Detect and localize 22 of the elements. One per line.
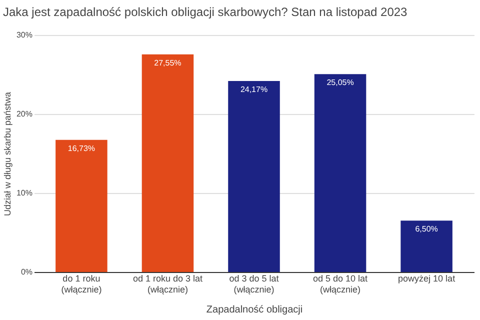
- x-tick-label: od 3 do 5 lat (włącznie): [229, 274, 280, 294]
- data-label: 27,55%: [154, 58, 182, 68]
- y-tick-label: 0%: [20, 268, 32, 276]
- chart-title: Jaka jest zapadalność polskich obligacji skarbowych? Stan na listopad 2023: [2, 5, 408, 19]
- x-tick-label: od 1 roku do 3 lat (włącznie): [132, 274, 203, 294]
- bar: [314, 74, 366, 272]
- y-tick-label: 20%: [16, 110, 32, 118]
- x-tick-label: od 5 do 10 lat (włącznie): [313, 274, 368, 294]
- bar: [400, 220, 452, 272]
- bar: [56, 140, 108, 272]
- y-tick-label: 10%: [16, 188, 32, 198]
- bar: [228, 81, 280, 272]
- y-tick-label: 30%: [16, 30, 32, 40]
- data-label: 25,05%: [326, 78, 354, 88]
- bar: [142, 54, 194, 272]
- x-axis-title: Zapadalność obligacji: [206, 304, 303, 316]
- data-label: 6,50%: [415, 224, 438, 234]
- data-label: 16,73%: [68, 144, 96, 153]
- data-label: 24,17%: [240, 85, 268, 94]
- x-tick-label: powyżej 10 lat: [398, 274, 456, 284]
- x-tick-label: do 1 roku (włącznie): [61, 274, 102, 294]
- y-axis-title: Udział w długu skarbu państwa: [2, 92, 12, 216]
